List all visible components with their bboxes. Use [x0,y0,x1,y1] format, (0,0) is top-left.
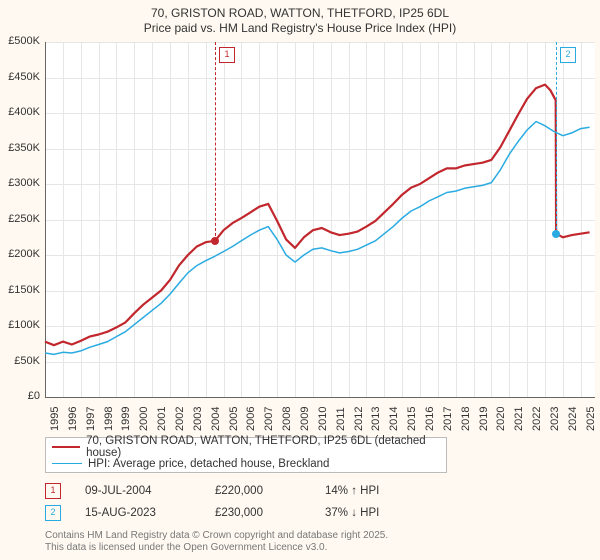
x-tick-label: 2024 [567,407,579,431]
x-tick-label: 2010 [317,407,329,431]
event-price: £230,000 [215,507,325,519]
event-change: 37% ↓ HPI [325,507,435,519]
x-tick-label: 2008 [281,407,293,431]
legend-swatch [52,446,80,448]
y-tick-label: £250K [0,213,40,225]
event-marker-2: 2 [560,47,576,63]
event-price: £220,000 [215,485,325,497]
license-text: Contains HM Land Registry data © Crown c… [45,530,388,554]
y-tick-label: £400K [0,106,40,118]
x-tick-label: 2012 [353,407,365,431]
event-date: 15-AUG-2023 [85,507,215,519]
legend-label: 70, GRISTON ROAD, WATTON, THETFORD, IP25… [86,435,440,459]
x-tick-label: 2018 [460,407,472,431]
x-tick-label: 2023 [549,407,561,431]
event-change: 14% ↑ HPI [325,485,435,497]
y-tick-label: £450K [0,71,40,83]
x-tick-label: 2005 [228,407,240,431]
license-line1: Contains HM Land Registry data © Crown c… [45,530,388,542]
x-tick-label: 2011 [335,407,347,431]
event-table: 1 09-JUL-2004£220,00014% ↑ HPI 2 15-AUG-202… [45,480,435,524]
event-marker-1: 1 [219,47,235,63]
x-tick-label: 2003 [192,407,204,431]
y-tick-label: £100K [0,319,40,331]
y-tick-label: £50K [0,355,40,367]
x-tick-label: 2006 [245,407,257,431]
event-row-marker: 1 [45,483,61,499]
x-tick-label: 1995 [49,407,61,431]
event-dot-2 [552,230,560,238]
y-tick-label: £500K [0,35,40,47]
chart-title: 70, GRISTON ROAD, WATTON, THETFORD, IP25… [0,6,600,36]
y-tick-label: £200K [0,248,40,260]
x-tick-label: 2019 [478,407,490,431]
x-tick-label: 1999 [120,407,132,431]
x-tick-label: 2015 [406,407,418,431]
legend-swatch [52,463,82,464]
y-tick-label: £150K [0,284,40,296]
event-row-1: 1 09-JUL-2004£220,00014% ↑ HPI [45,480,435,502]
event-line-1 [215,42,216,241]
x-tick-label: 2021 [513,407,525,431]
x-tick-label: 2002 [174,407,186,431]
title-line2: Price paid vs. HM Land Registry's House … [0,21,600,36]
event-dot-1 [211,237,219,245]
x-tick-label: 1998 [103,407,115,431]
x-tick-label: 2016 [424,407,436,431]
x-tick-label: 2022 [531,407,543,431]
title-line1: 70, GRISTON ROAD, WATTON, THETFORD, IP25… [0,6,600,21]
x-tick-label: 2025 [585,407,597,431]
x-tick-label: 2013 [370,407,382,431]
x-tick-label: 2000 [138,407,150,431]
event-row-2: 2 15-AUG-2023£230,00037% ↓ HPI [45,502,435,524]
x-tick-label: 1997 [85,407,97,431]
x-tick-label: 2004 [210,407,222,431]
event-line-2 [556,42,557,234]
x-tick-label: 2020 [495,407,507,431]
x-tick-label: 2009 [299,407,311,431]
event-date: 09-JUL-2004 [85,485,215,497]
x-tick-label: 2001 [156,407,168,431]
x-tick-label: 2014 [388,407,400,431]
license-line2: This data is licensed under the Open Gov… [45,542,388,554]
legend-item-0: 70, GRISTON ROAD, WATTON, THETFORD, IP25… [46,438,446,455]
legend: 70, GRISTON ROAD, WATTON, THETFORD, IP25… [45,437,447,473]
y-tick-label: £0 [0,390,40,402]
legend-label: HPI: Average price, detached house, Brec… [88,458,329,470]
y-tick-label: £300K [0,177,40,189]
x-tick-label: 2017 [442,407,454,431]
chart-root: { "title_line1": "70, GRISTON ROAD, WATT… [0,0,600,560]
y-tick-label: £350K [0,142,40,154]
event-row-marker: 2 [45,505,61,521]
x-tick-label: 1996 [67,407,79,431]
x-tick-label: 2007 [263,407,275,431]
